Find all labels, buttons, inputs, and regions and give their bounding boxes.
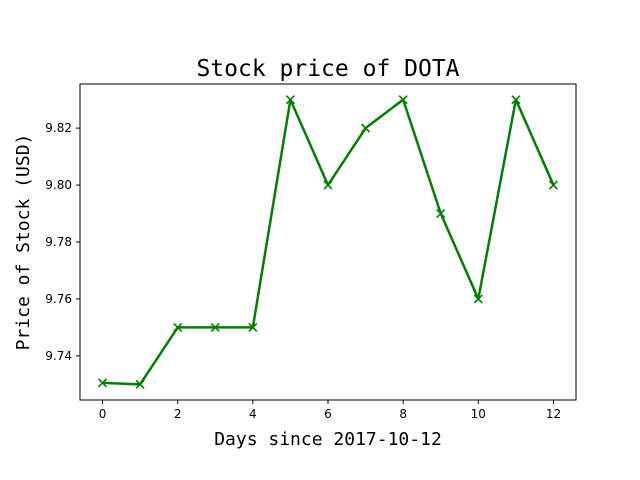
data-point-marker: [173, 322, 183, 332]
x-tick-label: 12: [546, 407, 561, 421]
data-point-marker: [548, 180, 559, 190]
plot-frame: [79, 83, 577, 401]
x-tick-label: 2: [174, 407, 182, 421]
data-point-marker: [511, 95, 521, 105]
series-layer: [97, 95, 559, 389]
y-tick-label: 9.74: [45, 349, 72, 363]
y-axis-ticks: 9.74 9.76 9.78 9.80 9.82: [45, 121, 80, 363]
data-point-marker: [436, 208, 446, 219]
data-point-marker: [97, 378, 108, 388]
data-point-marker: [398, 95, 408, 105]
data-point-marker: [361, 123, 371, 133]
x-tick-label: 8: [399, 407, 407, 421]
chart-title: Stock price of DOTA: [196, 56, 459, 82]
data-point-marker: [323, 180, 333, 190]
x-tick-label: 0: [99, 407, 107, 421]
x-tick-label: 4: [249, 407, 257, 421]
y-tick-label: 9.80: [45, 178, 72, 192]
data-point-marker: [248, 322, 258, 332]
plot-area: [80, 84, 576, 400]
x-axis-ticks: 0 2 4 6 8 10 12: [99, 400, 561, 421]
x-tick-label: 6: [324, 407, 332, 421]
x-tick-label: 10: [471, 407, 486, 421]
data-point-marker: [210, 322, 220, 332]
x-axis-label: Days since 2017-10-12: [214, 429, 442, 450]
data-point-marker: [135, 379, 145, 389]
data-point-marker: [473, 294, 483, 304]
y-tick-label: 9.78: [45, 235, 72, 249]
y-tick-label: 9.82: [45, 121, 72, 135]
data-point-marker: [285, 95, 295, 105]
y-tick-label: 9.76: [45, 292, 72, 306]
y-axis-label: Price of Stock (USD): [13, 134, 34, 351]
